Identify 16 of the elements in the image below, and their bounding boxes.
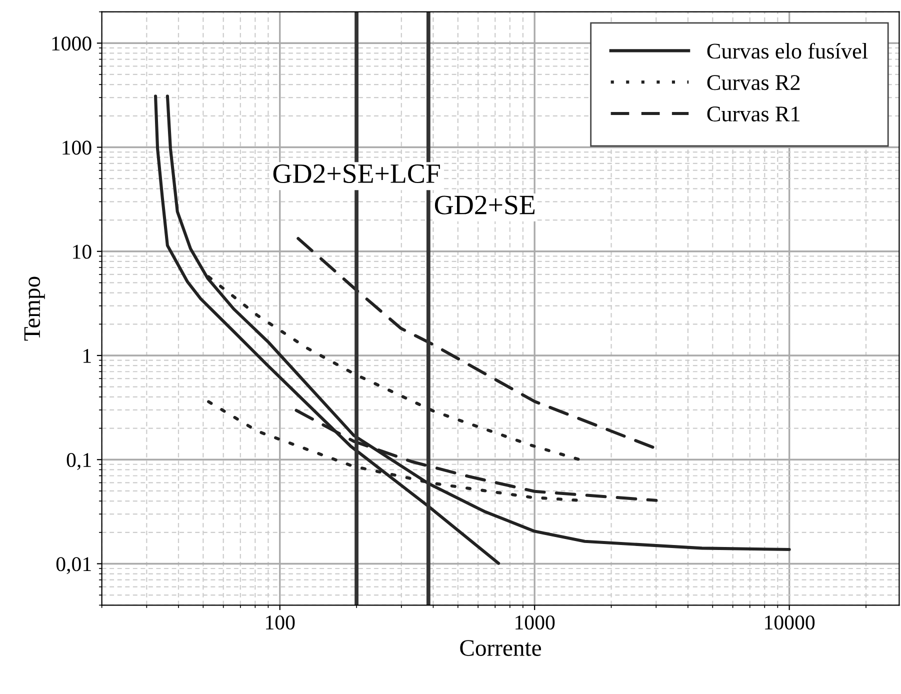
y-tick-label: 1 xyxy=(84,348,91,363)
y-axis-title: Tempo xyxy=(24,276,45,341)
legend-label: Curvas R1 xyxy=(707,106,800,122)
ref-line-label: GD2+SE+LCF xyxy=(273,164,440,184)
x-axis-title: Corrente xyxy=(460,640,541,656)
y-tick-label: 0,1 xyxy=(66,452,91,470)
y-tick-label: 10 xyxy=(73,244,92,259)
x-tick-label: 100 xyxy=(266,615,295,630)
x-tick-label: 10000 xyxy=(765,615,815,630)
legend-label: Curvas elo fusível xyxy=(707,42,868,59)
ref-line-label: GD2+SE xyxy=(434,196,535,214)
y-tick-label: 100 xyxy=(62,140,92,155)
legend-label: Curvas R2 xyxy=(707,75,800,90)
y-tick-label: 0,01 xyxy=(56,557,91,574)
x-tick-label: 1000 xyxy=(516,615,555,630)
y-tick-label: 1000 xyxy=(52,36,92,51)
